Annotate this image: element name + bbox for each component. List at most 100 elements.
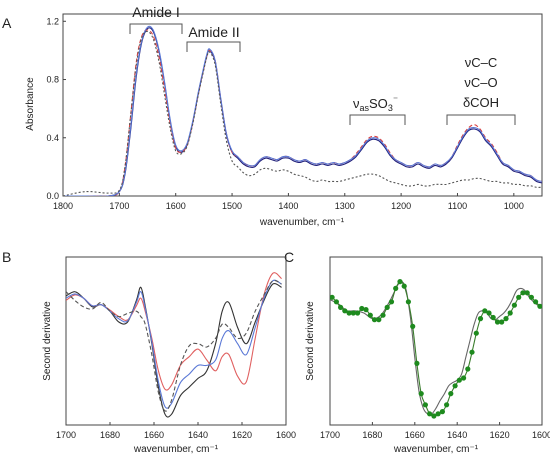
series-line-c-1 <box>330 281 541 417</box>
data-point <box>461 375 467 381</box>
x-tick-label: 1200 <box>391 201 411 211</box>
data-point <box>405 299 411 305</box>
data-point <box>456 377 462 383</box>
so3-so: SO <box>369 96 388 111</box>
data-point <box>524 290 530 296</box>
x-tick-label: 1700 <box>109 201 129 211</box>
x-axis-label-b: wavenumber, cm⁻¹ <box>133 444 219 455</box>
amide-i-bracket <box>129 23 183 34</box>
x-tick-label: 1600 <box>532 430 550 440</box>
cc-co-coh-bracket <box>446 114 516 125</box>
tick-layer-a: 1800 1700 1600 1500 1400 1300 1200 1100 1000 0.0 0… <box>46 16 523 211</box>
chart-panel-c: 1700 1680 1660 1640 1620 1600 wavenumber, cm⁻… <box>305 256 550 455</box>
so3-nu: ν <box>353 96 360 111</box>
x-tick-label: 1620 <box>490 430 510 440</box>
x-tick-label: 1640 <box>447 430 467 440</box>
annotation-cc: νC–C <box>465 55 498 70</box>
x-tick-label: 1660 <box>405 430 425 440</box>
plot-frame-b <box>65 256 287 426</box>
panel-label-a: A <box>2 15 12 31</box>
x-tick-label: 1620 <box>232 430 252 440</box>
data-point <box>473 330 479 336</box>
series-line-c-0 <box>330 280 539 416</box>
data-point <box>490 314 496 321</box>
so3-minus: ⁻ <box>393 95 398 106</box>
data-point <box>516 294 522 300</box>
data-point <box>520 290 526 296</box>
data-point <box>401 283 407 289</box>
panel-label-c: C <box>284 249 294 265</box>
data-point <box>393 285 399 291</box>
data-point <box>486 310 492 316</box>
data-point <box>469 349 475 355</box>
chart-panel-a: 1800 1700 1600 1500 1400 1300 1200 1100 1000 0.0 0… <box>25 4 543 228</box>
data-point <box>528 294 535 300</box>
x-tick-label: 1100 <box>448 201 467 211</box>
series-line-b-3 <box>66 279 282 412</box>
y-axis-label-a: Absorbance <box>25 77 36 131</box>
y-axis-label-c: Second derivative <box>305 301 316 381</box>
data-point <box>418 391 424 397</box>
data-point <box>350 310 356 316</box>
data-point <box>410 323 416 329</box>
y-tick-label: 0.8 <box>46 75 59 85</box>
data-point <box>376 317 382 323</box>
data-point <box>444 402 450 408</box>
data-point <box>465 366 471 372</box>
data-point <box>388 299 395 305</box>
x-tick-label: 1000 <box>504 201 524 211</box>
data-point <box>477 316 484 322</box>
data-point <box>355 310 361 316</box>
data-point <box>503 316 509 322</box>
data-point <box>511 302 517 308</box>
so3-sub3: 3 <box>388 103 393 113</box>
data-point <box>494 319 501 325</box>
tick-layer-b: 1700 1680 1660 1640 1620 1600 <box>56 422 296 440</box>
chart-panel-b: 1700 1680 1660 1640 1620 1600 wavenumber, cm⁻… <box>42 256 296 455</box>
data-point <box>435 411 441 417</box>
tick-layer-c: 1700 1680 1660 1640 1620 1600 <box>320 422 550 440</box>
series-line-a-0 <box>63 27 542 196</box>
x-tick-label: 1660 <box>144 430 164 440</box>
x-tick-label: 1680 <box>100 430 120 440</box>
x-tick-label: 1700 <box>56 430 76 440</box>
y-tick-label: 0.4 <box>46 133 59 143</box>
so3-as: as <box>360 103 370 113</box>
data-point <box>499 319 505 325</box>
y-tick-label: 0.0 <box>46 191 59 201</box>
x-tick-label: 1800 <box>53 201 73 211</box>
data-point <box>439 409 445 415</box>
data-point <box>371 317 378 323</box>
data-point <box>330 294 335 300</box>
data-point <box>414 360 420 366</box>
x-axis-label-a: wavenumber, cm⁻¹ <box>259 217 345 228</box>
plot-frame-a <box>62 13 543 197</box>
svg-text:νasSO3⁻: νasSO3⁻ <box>353 95 398 113</box>
x-tick-label: 1680 <box>362 430 382 440</box>
x-tick-label: 1640 <box>188 430 208 440</box>
plot-frame-c <box>329 256 543 426</box>
data-point <box>384 304 390 310</box>
x-tick-label: 1700 <box>320 430 340 440</box>
series-layer-a <box>63 25 542 196</box>
x-tick-label: 1600 <box>276 430 296 440</box>
data-point <box>333 299 339 305</box>
series-line-b-1 <box>66 272 282 391</box>
data-point <box>431 413 437 419</box>
data-point <box>482 308 488 314</box>
x-tick-label: 1300 <box>335 201 355 211</box>
annotation-so3: νasSO3⁻ <box>353 95 398 113</box>
x-tick-label: 1400 <box>278 201 298 211</box>
x-tick-label: 1500 <box>222 201 242 211</box>
data-point <box>346 310 352 316</box>
annotation-amide-ii: Amide II <box>188 24 239 40</box>
series-line-a-2 <box>63 25 542 196</box>
annotation-amide-i: Amide I <box>132 4 179 20</box>
data-point <box>367 312 373 318</box>
data-point <box>380 312 386 318</box>
panel-label-b: B <box>2 249 11 265</box>
x-axis-label-c: wavenumber, cm⁻¹ <box>393 444 479 455</box>
series-line-b-2 <box>66 279 282 409</box>
data-point <box>338 304 344 310</box>
